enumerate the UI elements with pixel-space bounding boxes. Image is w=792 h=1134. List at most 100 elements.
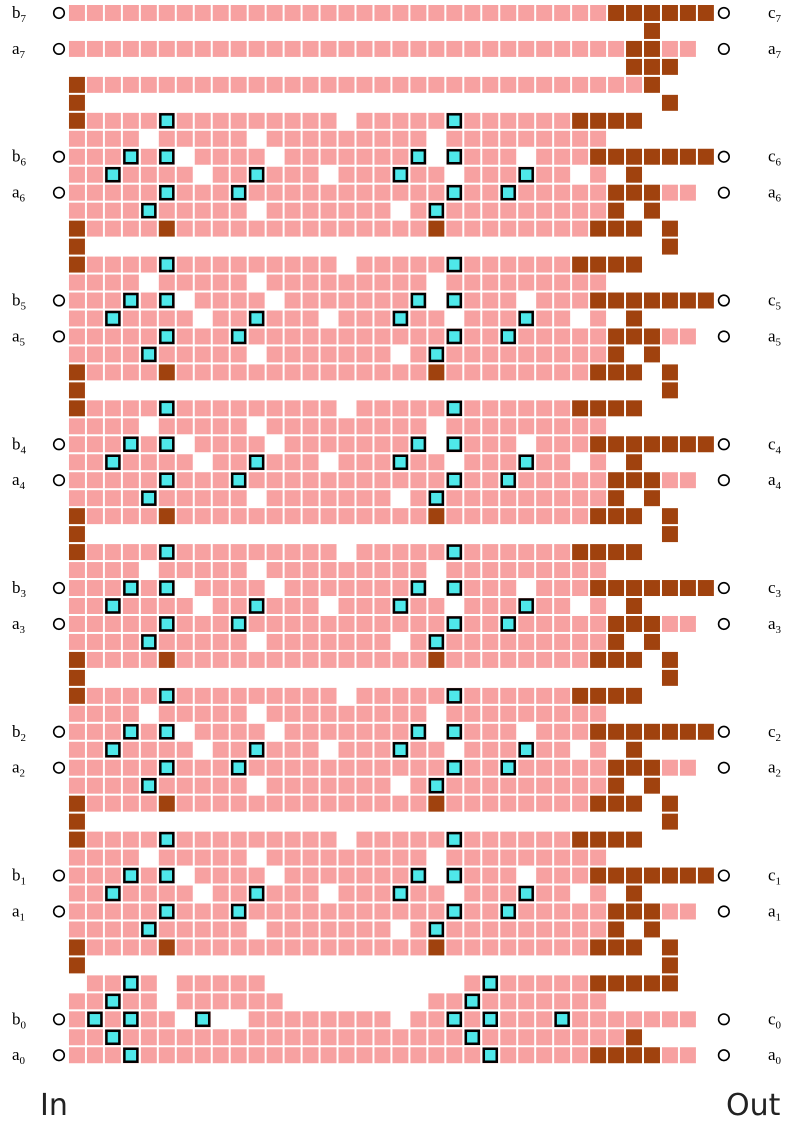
grid-cell [482,939,499,956]
grid-cell [338,633,355,650]
grid-cell [554,472,571,489]
wire-cell [661,957,678,974]
grid-cell [374,184,391,201]
logic-gate-cell [141,634,157,650]
logic-gate-cell [446,149,463,165]
wire-cell [68,687,85,704]
wire-cell [679,436,696,453]
grid-cell [212,508,229,525]
grid-cell [194,544,211,561]
grid-cell [446,993,463,1010]
grid-cell [590,615,607,632]
logic-gate-cell [195,1011,211,1028]
grid-cell [284,202,301,219]
logic-gate-cell [446,436,463,452]
grid-cell [482,274,499,291]
logic-gate-cell [87,1011,103,1028]
grid-cell [284,436,301,453]
wire-cell [644,40,660,57]
grid-cell [410,130,427,147]
input-port [52,725,66,738]
grid-cell [392,328,409,345]
output-label-a7: a7 [768,39,782,61]
grid-cell [536,328,553,345]
logic-gate-cell [159,328,175,345]
grid-cell [572,436,589,453]
grid-cell [554,562,571,579]
logic-gate-cell [123,580,139,596]
wire-cell [644,22,660,39]
grid-cell [122,777,139,794]
grid-cell [284,651,301,668]
grid-cell [248,615,265,632]
grid-cell [410,741,427,758]
grid-cell [266,364,283,381]
wire-cell [626,166,643,183]
grid-cell [320,508,337,525]
grid-cell [284,472,301,489]
grid-cell [554,903,571,920]
grid-cell [176,454,193,471]
grid-cell [410,1029,427,1046]
grid-cell [500,436,517,453]
grid-cell [104,795,121,812]
grid-cell [554,148,571,165]
grid-cell [302,130,319,147]
grid-cell [590,40,607,57]
grid-cell [590,472,607,489]
grid-cell [86,148,103,165]
grid-cell [374,5,391,21]
grid-cell [212,651,229,668]
logic-gate-cell [159,724,175,740]
grid-cell [410,454,427,471]
grid-cell [374,849,391,866]
grid-cell [590,184,607,201]
grid-cell [590,454,607,471]
grid-cell [338,849,355,866]
grid-cell [374,759,391,776]
grid-cell [554,202,571,219]
logic-gate-cell [446,1011,463,1028]
grid-cell [518,490,535,507]
wire-cell [590,364,607,381]
logic-gate-cell [230,328,247,345]
grid-cell [500,598,517,614]
input-label-a2: a2 [12,758,25,780]
grid-cell [86,651,103,668]
grid-cell [482,328,499,345]
wire-cell [608,723,625,740]
grid-cell [302,885,319,902]
wire-cell [679,723,696,740]
grid-cell [140,40,157,57]
grid-cell [536,939,553,956]
grid-cell [158,849,175,866]
grid-cell [464,364,481,381]
grid-cell [320,472,337,489]
grid-cell [194,993,211,1010]
grid-cell [410,885,427,902]
grid-cell [266,454,283,471]
grid-cell [104,903,121,920]
grid-cell [392,795,409,812]
grid-cell [68,292,85,309]
grid-cell [464,580,481,597]
logic-gate-cell [248,742,265,758]
grid-cell [410,562,427,579]
grid-cell [104,202,121,219]
grid-cell [194,274,211,291]
grid-cell [338,651,355,668]
grid-cell [500,400,517,417]
logic-gate-cell [518,454,534,470]
grid-cell [158,741,175,758]
grid-cell [554,328,571,345]
grid-cell [536,867,553,884]
wire-cell [428,364,445,381]
grid-cell [554,454,571,471]
grid-cell [284,166,301,183]
grid-cell [661,759,678,776]
grid-cell [104,436,121,453]
wire-cell [608,292,625,309]
grid-cell [518,759,535,776]
grid-cell [194,76,211,93]
grid-cell [392,148,409,165]
